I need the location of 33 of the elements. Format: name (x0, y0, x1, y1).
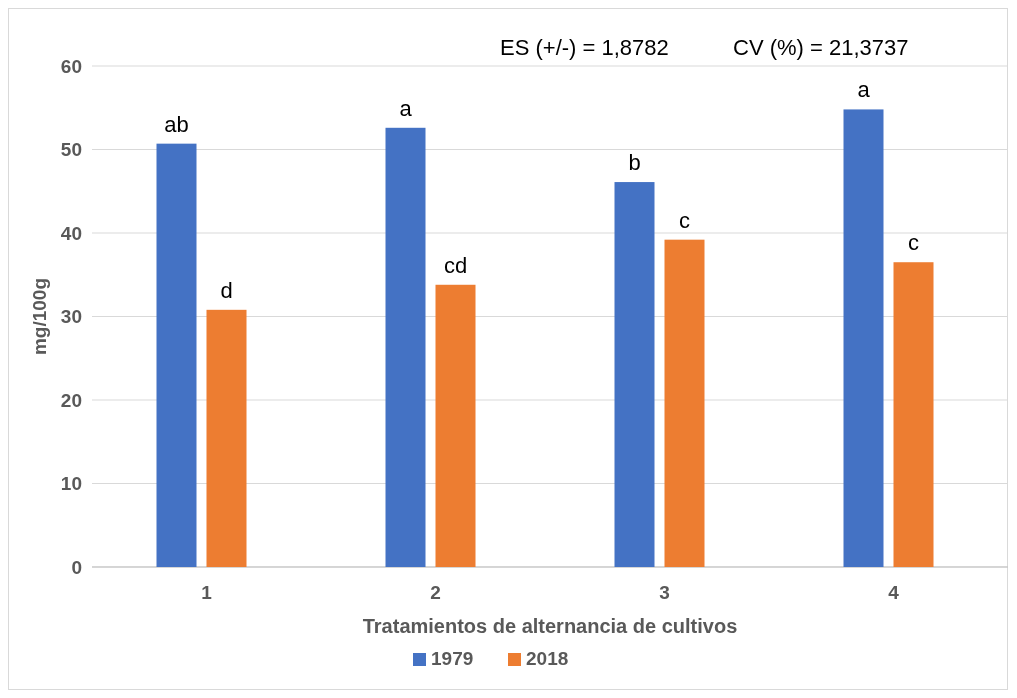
x-tick-label: 4 (888, 582, 900, 603)
bar (206, 309, 247, 567)
x-axis-title: Tratamientos de alternancia de cultivos (362, 615, 738, 637)
text: CV (%) = 21,3737 (733, 35, 909, 60)
y-tick-label: 10 (60, 473, 82, 495)
text: ES (+/-) = 1,8782 (500, 35, 669, 60)
y-tick-label: 50 (60, 139, 82, 161)
x-tick-label: 1 (201, 582, 213, 603)
y-tick-label: 40 (60, 222, 82, 244)
data-label: cd (443, 252, 468, 278)
data-label: c (679, 207, 690, 233)
data-label: a (399, 95, 413, 121)
bar (435, 284, 476, 567)
bar (664, 239, 705, 567)
data-label: c (908, 230, 919, 256)
bar (893, 262, 934, 567)
legend-label: 2018 (526, 648, 569, 669)
data-label: d (220, 277, 233, 303)
data-label: a (857, 77, 871, 103)
y-tick-label: 60 (60, 55, 82, 77)
y-tick-label: 20 (60, 389, 82, 411)
y-tick-label: 30 (60, 306, 82, 328)
data-label: ab (164, 111, 189, 137)
bar (385, 127, 426, 567)
bar (156, 143, 197, 567)
x-tick-label: 2 (430, 582, 441, 603)
bar (614, 182, 655, 567)
bar (843, 109, 884, 567)
x-tick-label: 3 (659, 582, 670, 603)
y-axis-title: mg/100g (29, 277, 50, 356)
legend-label: 1979 (431, 648, 474, 669)
y-tick-label: 0 (71, 556, 82, 578)
data-label: b (628, 150, 641, 176)
